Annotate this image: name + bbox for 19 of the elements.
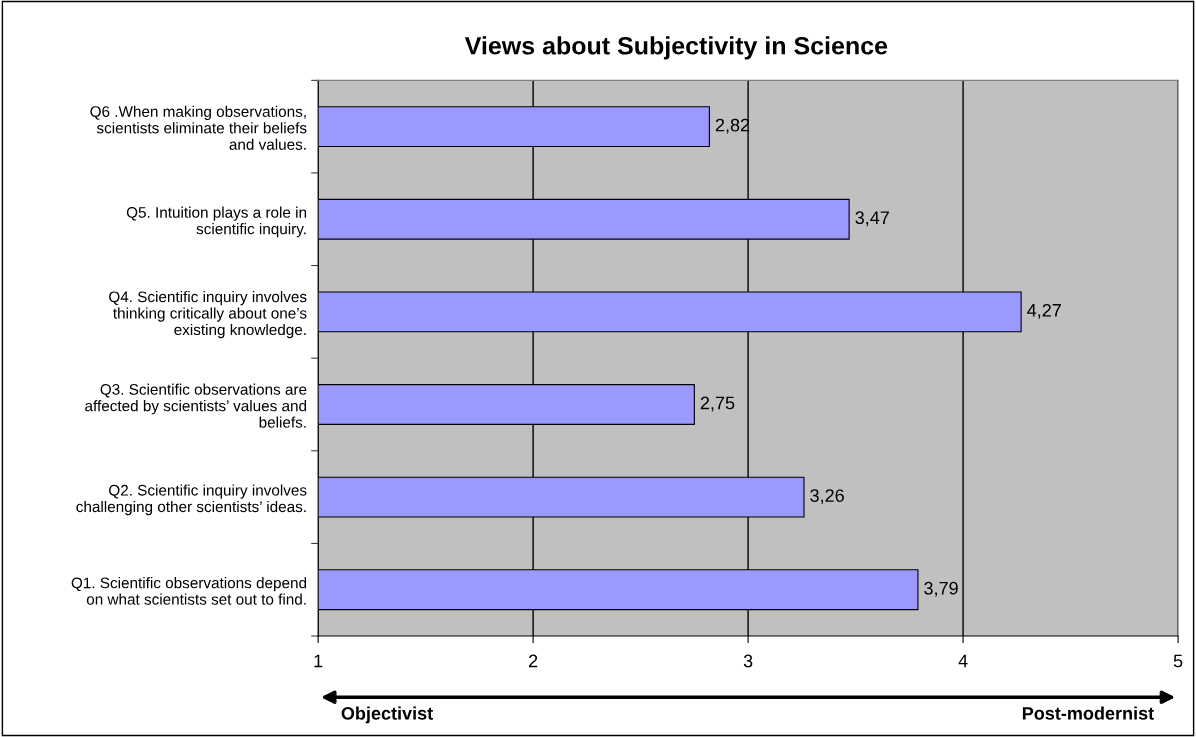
x-tick-label: 4 bbox=[958, 654, 968, 668]
text: Post-modernist bbox=[1022, 706, 1154, 720]
x-tick-label: 5 bbox=[1173, 654, 1183, 668]
data-label: 3,47 bbox=[855, 211, 889, 227]
y-tick-label: Q6 .When making observations, scientists eliminate their beliefs and values. bbox=[90, 105, 307, 150]
x-tick-label: 2 bbox=[529, 654, 538, 668]
data-label: 3,26 bbox=[810, 489, 844, 505]
data-label: 2,75 bbox=[700, 396, 735, 412]
y-tick-label: Q2. Scientific inquiry involves challenging other scientists’ ideas. bbox=[76, 484, 307, 516]
text: Objectivist bbox=[341, 706, 433, 724]
y-tick-label: Q3. Scientific observations are affected by scientists’ values and beliefs. bbox=[85, 383, 307, 428]
y-tick-label: Q5. Intuition plays a role in scientific inquiry. bbox=[126, 206, 307, 238]
x-tick-label: 3 bbox=[743, 654, 753, 668]
x-tick-label: 1 bbox=[314, 654, 323, 668]
chart-title: Views about Subjectivity in Science bbox=[464, 36, 888, 60]
data-label: 4,27 bbox=[1027, 303, 1061, 319]
y-tick-label: Q1. Scientific observations depend on what scientists set out to find. bbox=[71, 577, 307, 605]
data-label: 3,79 bbox=[924, 581, 958, 597]
y-tick-label: Q4. Scientific inquiry involves thinking critically about one’s existing knowledge. bbox=[109, 290, 307, 339]
